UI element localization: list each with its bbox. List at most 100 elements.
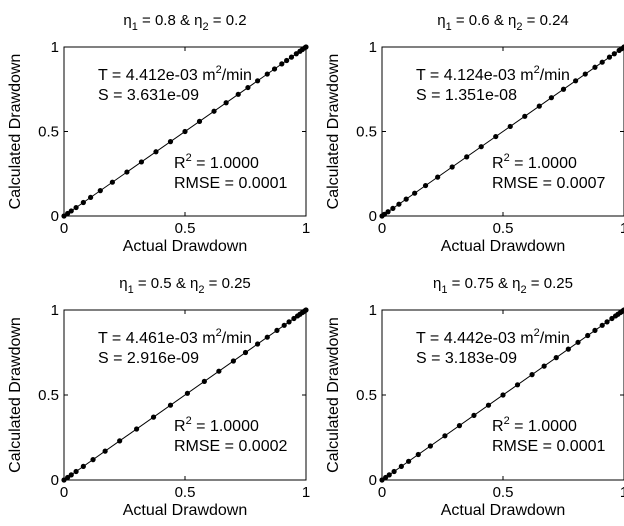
rmse-annotation: RMSE = 0.0001 — [492, 438, 606, 455]
data-point — [167, 402, 174, 408]
transmissivity-unit: /min — [222, 67, 252, 84]
data-point — [117, 438, 123, 444]
x-axis-label: Actual Drawdown — [441, 238, 566, 255]
equals-sign: = — [209, 12, 226, 29]
storativity-annotation: S = 3.631e-09 — [98, 87, 199, 104]
data-point — [529, 372, 535, 378]
subplot-title: η1 = 0.5 & η2 = 0.25 — [119, 275, 251, 296]
data-point — [211, 108, 217, 114]
subscript: 1 — [441, 284, 447, 296]
subscript: 2 — [203, 21, 209, 33]
r-squared-value: = 1.0000 — [510, 418, 577, 435]
r-symbol: R — [492, 155, 504, 172]
data-point — [621, 307, 624, 313]
x-axis-label: Actual Drawdown — [123, 502, 248, 519]
data-point — [242, 349, 249, 356]
data-point — [124, 169, 130, 175]
separator: & — [172, 275, 190, 292]
equals-sign: = — [134, 275, 151, 292]
eta2-value: 0.24 — [540, 12, 569, 29]
data-point — [61, 213, 67, 219]
y-tick-label: 0 — [369, 208, 377, 225]
data-point — [611, 51, 617, 57]
data-point — [182, 128, 188, 135]
r-symbol: R — [492, 418, 504, 435]
data-point — [565, 346, 571, 352]
data-point — [573, 78, 579, 84]
data-point — [167, 139, 174, 145]
x-tick-label: 0 — [378, 220, 386, 237]
r-symbol: R — [174, 155, 186, 172]
y-axis-label: Calculated Drawdown — [325, 317, 342, 473]
data-point — [449, 164, 455, 170]
r-squared-value: = 1.0000 — [192, 418, 259, 435]
data-point — [485, 402, 492, 408]
transmissivity-unit: /min — [540, 330, 570, 347]
y-tick-label: 0 — [369, 472, 377, 489]
rmse-annotation: RMSE = 0.0007 — [492, 175, 606, 192]
storativity-annotation: S = 2.916e-09 — [98, 350, 199, 367]
data-point — [548, 95, 555, 101]
data-point — [184, 390, 191, 396]
data-point — [230, 358, 236, 364]
eta1-value: 0.75 — [465, 275, 494, 292]
data-point — [381, 211, 388, 217]
eta-symbol: η — [437, 12, 445, 29]
y-tick-label: 1 — [369, 39, 377, 56]
r-squared-annotation: R2 = 1.0000 — [174, 152, 259, 172]
r-squared-annotation: R2 = 1.0000 — [492, 152, 577, 172]
data-point — [255, 78, 261, 84]
data-point — [245, 84, 251, 91]
superscript: 2 — [534, 64, 540, 76]
subplot-2: 0 0.5 1 0 0.5 1 Actual Drawdown Calculated Draw… — [325, 12, 624, 255]
y-tick-label: 0.5 — [356, 124, 377, 141]
data-point — [303, 44, 309, 50]
y-tick-label: 0 — [51, 472, 59, 489]
subscript: 1 — [446, 21, 452, 33]
data-point — [604, 319, 610, 325]
data-point — [303, 307, 309, 313]
x-tick-label: 0.5 — [175, 220, 196, 237]
data-point — [415, 451, 421, 458]
transmissivity-unit: /min — [222, 330, 252, 347]
data-point — [288, 54, 295, 60]
data-point — [522, 113, 528, 119]
data-point — [61, 477, 67, 483]
subscript: 2 — [198, 284, 204, 296]
y-tick-label: 0 — [51, 208, 59, 225]
data-point — [264, 71, 270, 77]
y-tick-label: 1 — [51, 39, 59, 56]
data-point — [274, 327, 280, 333]
data-point — [609, 315, 615, 322]
data-point — [134, 426, 140, 432]
data-point — [281, 322, 287, 328]
data-point — [379, 477, 385, 483]
storativity-annotation: S = 3.183e-09 — [416, 350, 517, 367]
equals-sign: = — [452, 12, 469, 29]
subplot-4: 0 0.5 1 0 0.5 1 Actual Drawdown Calculated Draw… — [325, 275, 624, 519]
x-tick-label: 0.5 — [493, 220, 514, 237]
data-point — [422, 182, 429, 189]
data-point — [471, 412, 477, 418]
data-point — [390, 205, 396, 211]
data-point — [560, 86, 567, 92]
transmissivity-unit: /min — [540, 67, 570, 84]
x-tick-label: 0 — [60, 484, 68, 501]
equals-sign: = — [204, 275, 221, 292]
data-point — [585, 332, 591, 339]
data-point — [493, 133, 499, 140]
data-point — [153, 149, 159, 155]
r-squared-value: = 1.0000 — [192, 155, 259, 172]
eta2-value: 0.25 — [544, 275, 573, 292]
data-point — [73, 204, 79, 211]
x-tick-label: 0 — [60, 220, 68, 237]
separator: & — [490, 12, 508, 29]
data-point — [385, 209, 391, 215]
x-tick-label: 0.5 — [493, 484, 514, 501]
equals-sign: = — [522, 12, 539, 29]
data-point — [97, 188, 103, 194]
y-tick-label: 0.5 — [38, 387, 59, 404]
data-point — [398, 463, 404, 469]
data-point — [391, 468, 397, 475]
